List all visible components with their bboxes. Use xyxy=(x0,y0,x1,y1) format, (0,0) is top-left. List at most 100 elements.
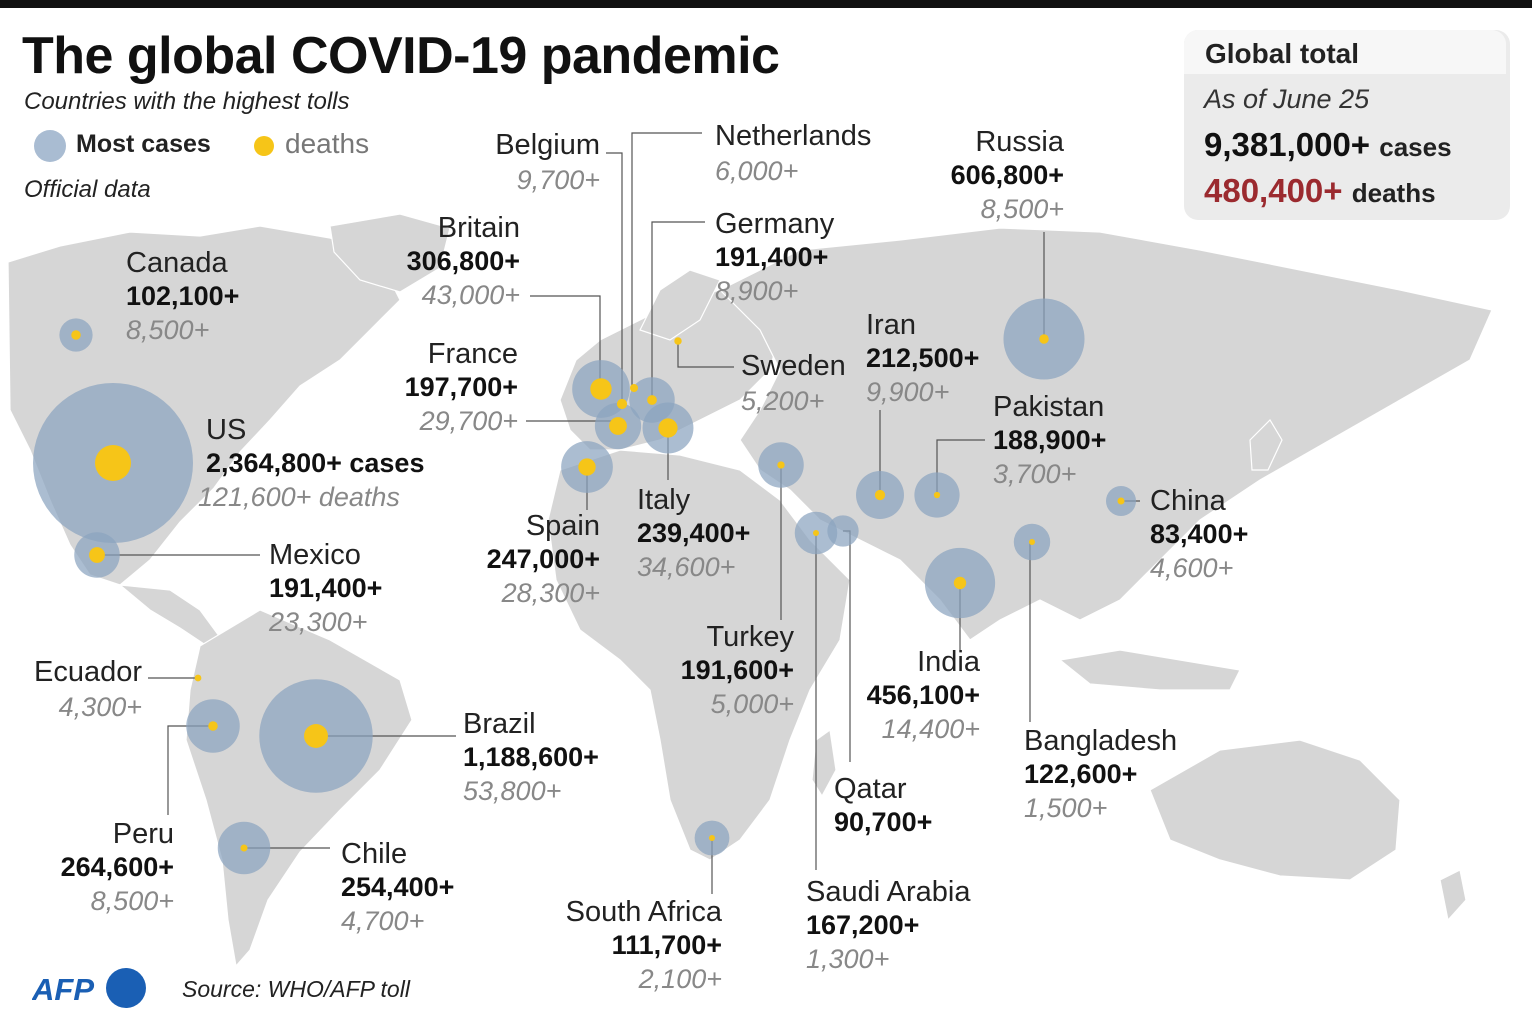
country-deaths: 28,300+ xyxy=(501,578,600,608)
label-mexico: Mexico 191,400+ 23,300+ xyxy=(269,541,382,636)
country-name: Turkey xyxy=(706,621,794,653)
country-deaths: 3,700+ xyxy=(993,459,1077,489)
country-deaths: 8,500+ xyxy=(90,886,174,916)
global-total-box: Global total As of June 25 9,381,000+ ca… xyxy=(1184,30,1510,220)
country-name: South Africa xyxy=(565,896,722,928)
deaths-dot-canada xyxy=(71,330,81,340)
country-name: Ecuador xyxy=(33,656,142,688)
country-deaths: 5,200+ xyxy=(741,386,825,416)
global-total-header xyxy=(1184,30,1506,74)
global-deaths-unit: deaths xyxy=(1351,178,1436,208)
label-south-africa: South Africa 111,700+ 2,100+ xyxy=(560,898,722,993)
land-japan xyxy=(1249,419,1283,471)
country-cases: 191,400+ xyxy=(269,573,383,603)
country-deaths: 14,400+ xyxy=(881,714,980,744)
country-deaths: 29,700+ xyxy=(419,406,518,436)
label-pakistan: Pakistan 188,900+ 3,700+ xyxy=(993,393,1106,488)
deaths-dot-iran xyxy=(874,489,886,501)
cases-bubble-qatar xyxy=(827,515,859,547)
label-saudi-arabia: Saudi Arabia 167,200+ 1,300+ xyxy=(806,878,970,973)
country-deaths: 34,600+ xyxy=(637,552,736,582)
label-russia: Russia 606,800+ 8,500+ xyxy=(940,128,1064,223)
country-name: Peru xyxy=(112,818,174,850)
leader-britain xyxy=(530,295,601,388)
country-deaths: 8,500+ xyxy=(980,194,1064,224)
country-cases: 102,100+ xyxy=(126,281,240,311)
deaths-dot-pakistan xyxy=(933,491,941,499)
afp-logo-circle xyxy=(106,968,146,1008)
country-deaths: 6,000+ xyxy=(715,156,799,186)
country-name: France xyxy=(427,338,518,370)
country-name: Pakistan xyxy=(993,391,1105,423)
country-deaths: 4,300+ xyxy=(58,692,142,722)
country-cases: 239,400+ xyxy=(637,518,751,548)
deaths-dot-chile xyxy=(240,844,248,852)
deaths-dot-china xyxy=(1117,497,1125,505)
country-name: Chile xyxy=(341,838,408,870)
afp-logo: AFP xyxy=(32,968,146,1008)
country-name: US xyxy=(206,414,247,446)
deaths-dot-netherlands xyxy=(630,384,638,392)
deaths-dot-britain xyxy=(590,378,612,400)
country-cases: 122,600+ xyxy=(1024,759,1138,789)
label-italy: Italy 239,400+ 34,600+ xyxy=(637,486,750,581)
country-name: Brazil xyxy=(463,708,536,740)
deaths-dot-italy xyxy=(658,418,678,438)
country-cases: 456,100+ xyxy=(866,680,980,710)
legend-cases-label: Most cases xyxy=(76,130,211,158)
label-india: India 456,100+ 14,400+ xyxy=(856,648,980,743)
label-britain: Britain 306,800+ 43,000+ xyxy=(396,214,520,309)
country-name: Sweden xyxy=(741,350,846,382)
country-name: Iran xyxy=(866,309,916,341)
leader-qatar xyxy=(843,530,851,762)
leader-netherlands xyxy=(631,132,702,388)
global-cases-value: 9,381,000+ xyxy=(1204,126,1371,163)
deaths-dot-ecuador xyxy=(194,674,202,682)
label-qatar: Qatar 90,700+ xyxy=(834,775,932,836)
label-us: US 2,364,800+ cases 121,600+ deaths xyxy=(198,414,425,511)
deaths-dot-bangladesh xyxy=(1029,539,1035,545)
deaths-dot-saudi-arabia xyxy=(813,530,819,536)
deaths-dot-russia xyxy=(1039,334,1049,344)
label-brazil: Brazil 1,188,600+ 53,800+ xyxy=(463,710,599,805)
legend-deaths-label: deaths xyxy=(285,128,370,159)
label-germany: Germany 191,400+ 8,900+ xyxy=(715,210,834,305)
country-name: Britain xyxy=(437,212,520,244)
deaths-dot-india xyxy=(953,576,967,590)
land-greenland xyxy=(329,213,451,293)
label-turkey: Turkey 191,600+ 5,000+ xyxy=(670,623,794,718)
page-title: The global COVID-19 pandemic xyxy=(22,27,780,85)
country-cases: 212,500+ xyxy=(866,343,980,373)
label-chile: Chile 254,400+ 4,700+ xyxy=(341,840,454,935)
country-cases: 90,700+ xyxy=(834,807,933,837)
country-deaths: 9,900+ xyxy=(866,377,950,407)
label-china: China 83,400+ 4,600+ xyxy=(1150,487,1248,582)
label-belgium: Belgium 9,700+ xyxy=(470,131,600,194)
land-africa xyxy=(547,449,851,861)
land-madagascar xyxy=(811,728,837,798)
global-total-date: As of June 25 xyxy=(1204,84,1370,114)
country-name: Canada xyxy=(126,247,228,279)
country-name: China xyxy=(1150,485,1226,517)
country-deaths: 8,900+ xyxy=(715,276,799,306)
country-cases: 83,400+ xyxy=(1150,519,1249,549)
country-name: Saudi Arabia xyxy=(806,876,971,908)
source-note: Source: WHO/AFP toll xyxy=(182,976,410,1002)
bubbles-layer xyxy=(33,298,1137,875)
label-bangladesh: Bangladesh 122,600+ 1,500+ xyxy=(1024,727,1177,822)
legend-cases-swatch xyxy=(34,130,66,162)
label-france: France 197,700+ 29,700+ xyxy=(394,340,518,435)
country-name: Spain xyxy=(525,510,600,542)
deaths-dot-mexico xyxy=(89,547,105,563)
global-deaths-value: 480,400+ xyxy=(1204,172,1343,209)
deaths-dot-brazil xyxy=(304,724,328,748)
legend-deaths-swatch xyxy=(254,136,274,156)
deaths-dot-spain xyxy=(578,458,596,476)
country-cases: 2,364,800+ cases xyxy=(206,448,425,478)
land-new-zealand xyxy=(1439,869,1467,922)
land-australia xyxy=(1149,739,1401,881)
country-cases: 247,000+ xyxy=(486,544,600,574)
label-iran: Iran 212,500+ 9,900+ xyxy=(866,311,979,406)
deaths-dot-germany xyxy=(647,395,657,405)
